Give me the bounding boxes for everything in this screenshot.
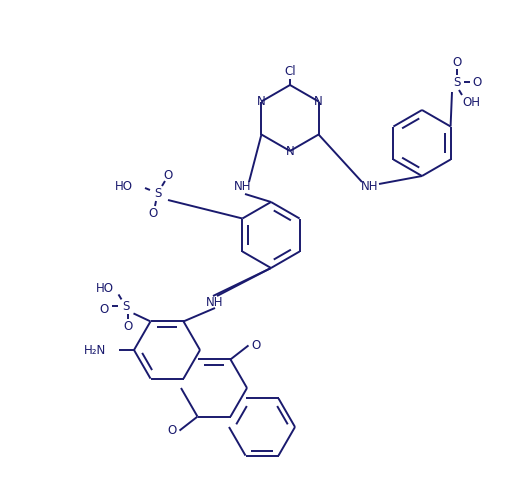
- Text: O: O: [148, 207, 158, 219]
- Text: O: O: [453, 55, 461, 69]
- Text: N: N: [285, 144, 294, 158]
- Text: O: O: [168, 424, 177, 437]
- Text: O: O: [251, 339, 260, 352]
- Text: S: S: [122, 300, 129, 313]
- Text: NH: NH: [361, 180, 379, 192]
- Text: NH: NH: [206, 297, 224, 309]
- Text: HO: HO: [115, 180, 133, 192]
- Text: O: O: [472, 76, 482, 88]
- Text: HO: HO: [95, 282, 114, 295]
- Text: N: N: [314, 95, 323, 108]
- Text: OH: OH: [462, 96, 480, 109]
- Text: S: S: [453, 76, 461, 88]
- Text: NH: NH: [234, 180, 252, 192]
- Text: O: O: [123, 320, 132, 333]
- Text: H₂N: H₂N: [84, 344, 106, 356]
- Text: S: S: [154, 187, 162, 199]
- Text: N: N: [257, 95, 266, 108]
- Text: Cl: Cl: [284, 64, 296, 78]
- Text: O: O: [163, 168, 173, 182]
- Text: O: O: [99, 303, 108, 316]
